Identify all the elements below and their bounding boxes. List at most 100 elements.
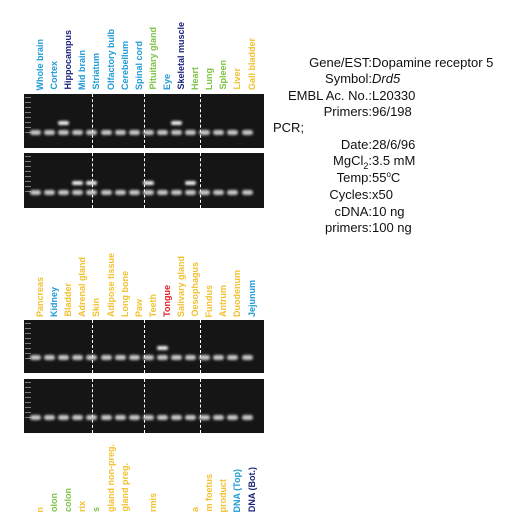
gel-band — [86, 415, 98, 420]
ladder-rung — [25, 127, 31, 128]
gel-band — [100, 190, 112, 195]
gel-band — [58, 355, 70, 360]
lane-divider — [200, 320, 201, 373]
gel-band — [128, 190, 140, 195]
gel-band — [100, 130, 112, 135]
ladder-rung — [25, 156, 31, 157]
tissue-label: Cortex — [49, 61, 60, 90]
gel-band — [100, 355, 112, 360]
gel-band — [213, 130, 225, 135]
ladder-rung — [25, 358, 31, 359]
gel-band — [213, 190, 225, 195]
gel-band — [72, 355, 84, 360]
gel-band — [171, 415, 182, 420]
gel-band — [227, 355, 239, 360]
ladder-rung — [25, 166, 31, 167]
tissue-label: Spleen — [218, 60, 229, 90]
tissue-label: Tongue — [161, 285, 172, 317]
lane-divider — [144, 379, 145, 433]
info-symbol-value: Drd5 — [372, 71, 401, 86]
tissue-label: s — [91, 506, 102, 512]
ladder-rung — [25, 412, 31, 413]
gel-band — [156, 355, 168, 360]
ladder-rung — [25, 382, 31, 383]
tissue-label: Bladder — [63, 283, 74, 317]
lane-divider — [92, 153, 93, 208]
tissue-label: Paw — [133, 298, 144, 317]
gel-band-upper — [86, 181, 98, 185]
tissue-label: gland preg. — [119, 463, 130, 512]
info-mgcl-key: MgCl2: — [333, 153, 372, 171]
gel-band — [114, 190, 126, 195]
gel-band — [114, 415, 126, 420]
ladder-rung — [25, 343, 31, 344]
ladder-rung — [25, 107, 31, 108]
gel-band — [185, 355, 197, 360]
gel-band — [213, 355, 225, 360]
gel-band — [128, 415, 140, 420]
tissue-label: colon — [63, 488, 74, 512]
lane-divider — [144, 94, 145, 148]
tissue-label: Striatum — [91, 53, 102, 90]
tissue-label: Adipose tissue — [105, 252, 116, 317]
gel-band — [227, 190, 239, 195]
ladder-rung — [25, 392, 31, 393]
gel-band — [44, 415, 56, 420]
tissue-label: Fundus — [204, 284, 215, 318]
gel-band — [114, 355, 126, 360]
gel-band — [142, 190, 154, 195]
gel-band — [58, 415, 70, 420]
ladder-lane — [24, 320, 33, 373]
tissue-label: Long bone — [119, 271, 130, 317]
ladder-rung — [25, 176, 31, 177]
lane-divider — [200, 379, 201, 433]
gel-band — [185, 190, 197, 195]
gel-band — [30, 355, 41, 360]
ladder-rung — [25, 97, 31, 98]
gel-band — [142, 355, 154, 360]
tissue-label: n — [35, 506, 45, 512]
tissue-label: Oesophagus — [190, 262, 201, 317]
gel-band — [72, 190, 84, 195]
tissue-label: product — [218, 478, 229, 512]
gel-panel-2a — [24, 320, 264, 373]
tissue-label: a — [190, 506, 201, 512]
ladder-rung — [25, 323, 31, 324]
gel-band-upper — [185, 181, 197, 185]
ladder-rung — [25, 397, 31, 398]
info-cycles-value: x50 — [372, 187, 393, 202]
gel-band — [58, 190, 70, 195]
gel-band — [171, 355, 182, 360]
gel-band — [241, 355, 253, 360]
info-primers-value: 96/198 — [372, 104, 412, 119]
gel-band — [44, 130, 56, 135]
lane-divider — [200, 153, 201, 208]
tissue-label: gland non-preg. — [105, 444, 116, 512]
tissue-label: Spinal cord — [133, 40, 144, 90]
gel-band — [100, 415, 112, 420]
gel-band — [171, 130, 182, 135]
info-primers-amount-value: 100 ng — [372, 220, 412, 235]
info-date-value: 28/6/96 — [372, 137, 416, 152]
gel-band — [185, 130, 197, 135]
ladder-rung — [25, 407, 31, 408]
ladder-rung — [25, 181, 31, 182]
ladder-rung — [25, 132, 31, 133]
tissue-label: Pancreas — [35, 276, 45, 317]
tissue-label: Kidney — [49, 286, 60, 317]
tissue-label: Hippocampus — [63, 30, 74, 90]
ladder-rung — [25, 117, 31, 118]
gel-band — [30, 190, 41, 195]
tissue-label: Mid brain — [77, 50, 88, 90]
ladder-rung — [25, 387, 31, 388]
info-pcr-heading: PCR; — [273, 120, 305, 135]
tissue-label: Jejunum — [246, 279, 257, 317]
tissue-label: Duodenum — [232, 270, 243, 317]
gel-band-upper — [142, 181, 154, 185]
gel-band — [86, 130, 98, 135]
tissue-label: Olfactory bulb — [105, 28, 116, 90]
lane-divider — [92, 379, 93, 433]
gel-panel-1b — [24, 153, 264, 208]
ladder-rung — [25, 186, 31, 187]
gel-band — [86, 355, 98, 360]
